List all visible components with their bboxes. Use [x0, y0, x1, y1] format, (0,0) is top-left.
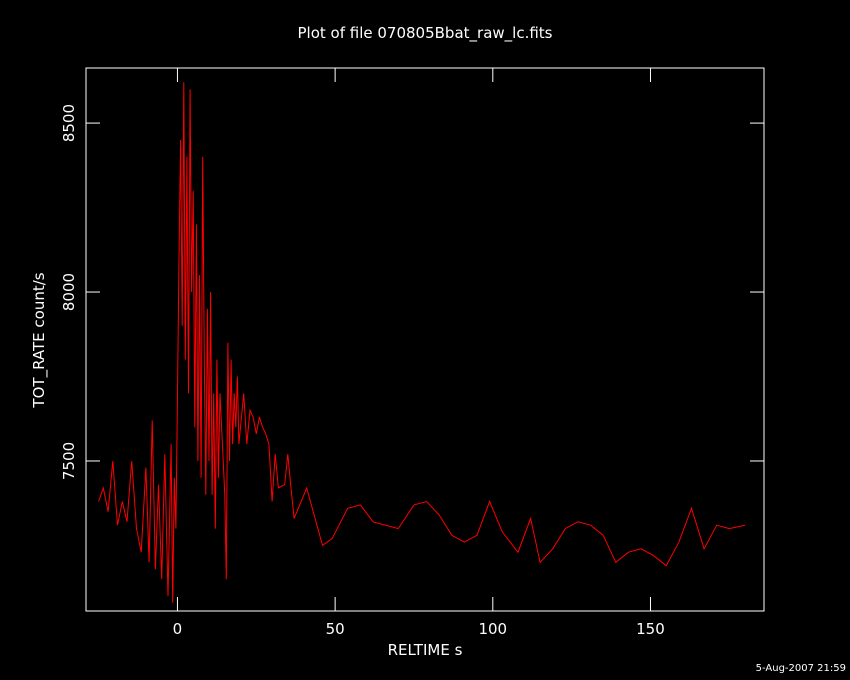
x-tick-label: 50 [326, 620, 345, 638]
y-tick-label: 8500 [60, 104, 78, 142]
x-tick-label: 100 [478, 620, 507, 638]
x-tick-label: 150 [636, 620, 665, 638]
plot-frame [85, 67, 765, 612]
data-line [98, 82, 746, 603]
chart-title: Plot of file 070805Bbat_raw_lc.fits [298, 24, 553, 43]
footer-date: 5-Aug-2007 21:59 [756, 663, 846, 674]
y-tick-label: 7500 [60, 442, 78, 480]
x-axis-label: RELTIME s [388, 641, 463, 659]
y-tick-label: 8000 [60, 273, 78, 311]
x-tick-label: 0 [173, 620, 183, 638]
y-axis-label: TOT_RATE count/s [30, 272, 49, 408]
